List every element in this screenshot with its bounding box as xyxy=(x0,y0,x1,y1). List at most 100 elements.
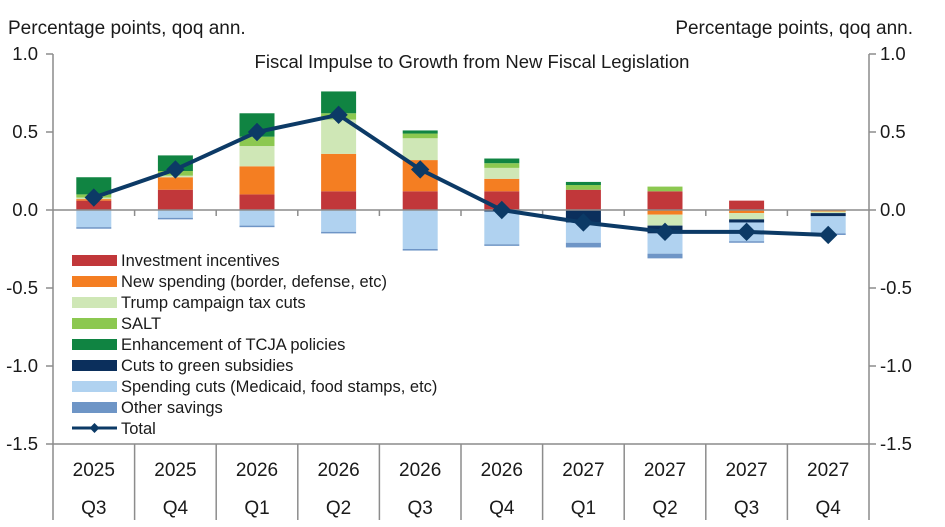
left-axis-unit-label: Percentage points, qoq ann. xyxy=(8,18,246,39)
total-line xyxy=(93,112,829,237)
y-tick-label-left: 1.0 xyxy=(12,43,38,64)
x-label-quarter: Q1 xyxy=(244,498,269,519)
x-label-quarter: Q4 xyxy=(816,498,842,519)
y-tick-label-left: 0.5 xyxy=(12,121,38,142)
bar-segment xyxy=(321,153,357,192)
legend-label: Enhancement of TCJA policies xyxy=(121,336,345,354)
legend-label: New spending (border, defense, etc) xyxy=(121,273,387,291)
legend-swatch xyxy=(72,339,117,350)
legend-label: Investment incentives xyxy=(121,252,280,270)
total-marker xyxy=(574,213,593,232)
bar-segment xyxy=(810,211,846,214)
bar-segment xyxy=(729,241,765,243)
x-label-year: 2027 xyxy=(807,460,849,481)
bar-segment xyxy=(402,249,438,251)
bar-segment xyxy=(565,222,601,243)
legend-swatch xyxy=(72,255,117,266)
bar-segment xyxy=(647,214,683,226)
bar-segment xyxy=(239,225,275,228)
bar-segment xyxy=(647,210,683,215)
bar-segment xyxy=(321,231,357,234)
bar-segment xyxy=(157,189,193,210)
bar-segment xyxy=(321,191,357,210)
legend-label: SALT xyxy=(121,315,161,333)
y-tick-label-left: -1.5 xyxy=(6,433,38,454)
bar-segment xyxy=(239,194,275,210)
legend-swatch xyxy=(72,318,117,329)
x-label-year: 2027 xyxy=(562,460,604,481)
bar-segment xyxy=(76,210,112,228)
bar-segment xyxy=(402,130,438,134)
bar-segment xyxy=(565,242,601,248)
legend-swatch xyxy=(72,360,117,371)
x-label-year: 2026 xyxy=(317,460,359,481)
x-label-quarter: Q4 xyxy=(489,498,515,519)
x-label-quarter: Q2 xyxy=(326,498,351,519)
total-marker xyxy=(411,160,430,179)
total-marker xyxy=(166,160,185,179)
y-tick-label-right: -0.5 xyxy=(880,277,912,298)
x-label-quarter: Q3 xyxy=(81,498,106,519)
bar-segment xyxy=(484,178,520,192)
bar-segment xyxy=(484,167,520,179)
bar-segment xyxy=(239,146,275,167)
bar-segment xyxy=(565,189,601,210)
bar-segment xyxy=(402,133,438,139)
legend-swatch xyxy=(72,276,117,287)
x-label-year: 2025 xyxy=(73,460,115,481)
chart-title: Fiscal Impulse to Growth from New Fiscal… xyxy=(255,51,690,72)
legend-label: Trump campaign tax cuts xyxy=(121,294,306,312)
total-marker xyxy=(329,105,348,125)
x-label-quarter: Q4 xyxy=(163,498,189,519)
bar-segment xyxy=(647,253,683,259)
bar-segment xyxy=(402,210,438,249)
total-marker xyxy=(655,222,675,242)
legend-total-marker xyxy=(89,423,100,433)
y-tick-label-left: -1.0 xyxy=(6,355,38,376)
bar-segment xyxy=(76,227,112,229)
x-label-quarter: Q3 xyxy=(734,498,759,519)
bar-segment xyxy=(402,138,438,161)
legend-swatch xyxy=(72,381,117,392)
bar-segment xyxy=(810,216,846,234)
bar-segment xyxy=(321,91,357,114)
bar-segment xyxy=(157,210,193,218)
x-label-year: 2026 xyxy=(399,460,441,481)
bar-segment xyxy=(647,186,683,192)
bar-segment xyxy=(239,166,275,195)
bar-segment xyxy=(402,191,438,210)
bar-segment xyxy=(157,177,193,190)
total-marker xyxy=(737,222,756,242)
bar-segment xyxy=(484,244,520,246)
bar-segment xyxy=(484,163,520,168)
right-axis-unit-label: Percentage points, qoq ann. xyxy=(675,18,913,39)
total-marker xyxy=(84,188,103,207)
bar-segment xyxy=(729,219,765,223)
bar-segment xyxy=(321,210,357,232)
bar-segment xyxy=(810,210,846,212)
x-label-year: 2027 xyxy=(644,460,686,481)
x-label-year: 2026 xyxy=(481,460,523,481)
bar-segment xyxy=(565,181,601,186)
bar-segment xyxy=(484,158,520,164)
x-label-quarter: Q2 xyxy=(652,498,677,519)
y-tick-label-right: -1.0 xyxy=(880,355,912,376)
bar-segment xyxy=(810,213,846,217)
legend-label: Total xyxy=(121,420,156,438)
y-tick-label-right: -1.5 xyxy=(880,433,912,454)
x-label-year: 2026 xyxy=(236,460,278,481)
bar-segment xyxy=(729,210,765,214)
x-label-year: 2027 xyxy=(725,460,767,481)
bar-segment xyxy=(647,191,683,210)
total-marker xyxy=(492,200,511,220)
bar-segment xyxy=(647,233,683,254)
x-label-quarter: Q1 xyxy=(571,498,596,519)
bar-segment xyxy=(321,119,357,154)
y-tick-label-right: 0.5 xyxy=(880,121,906,142)
legend-label: Spending cuts (Medicaid, food stamps, et… xyxy=(121,378,437,396)
x-label-year: 2025 xyxy=(154,460,196,481)
y-tick-label-right: 1.0 xyxy=(880,43,906,64)
bar-segment xyxy=(76,177,112,195)
bar-segment xyxy=(157,217,193,220)
